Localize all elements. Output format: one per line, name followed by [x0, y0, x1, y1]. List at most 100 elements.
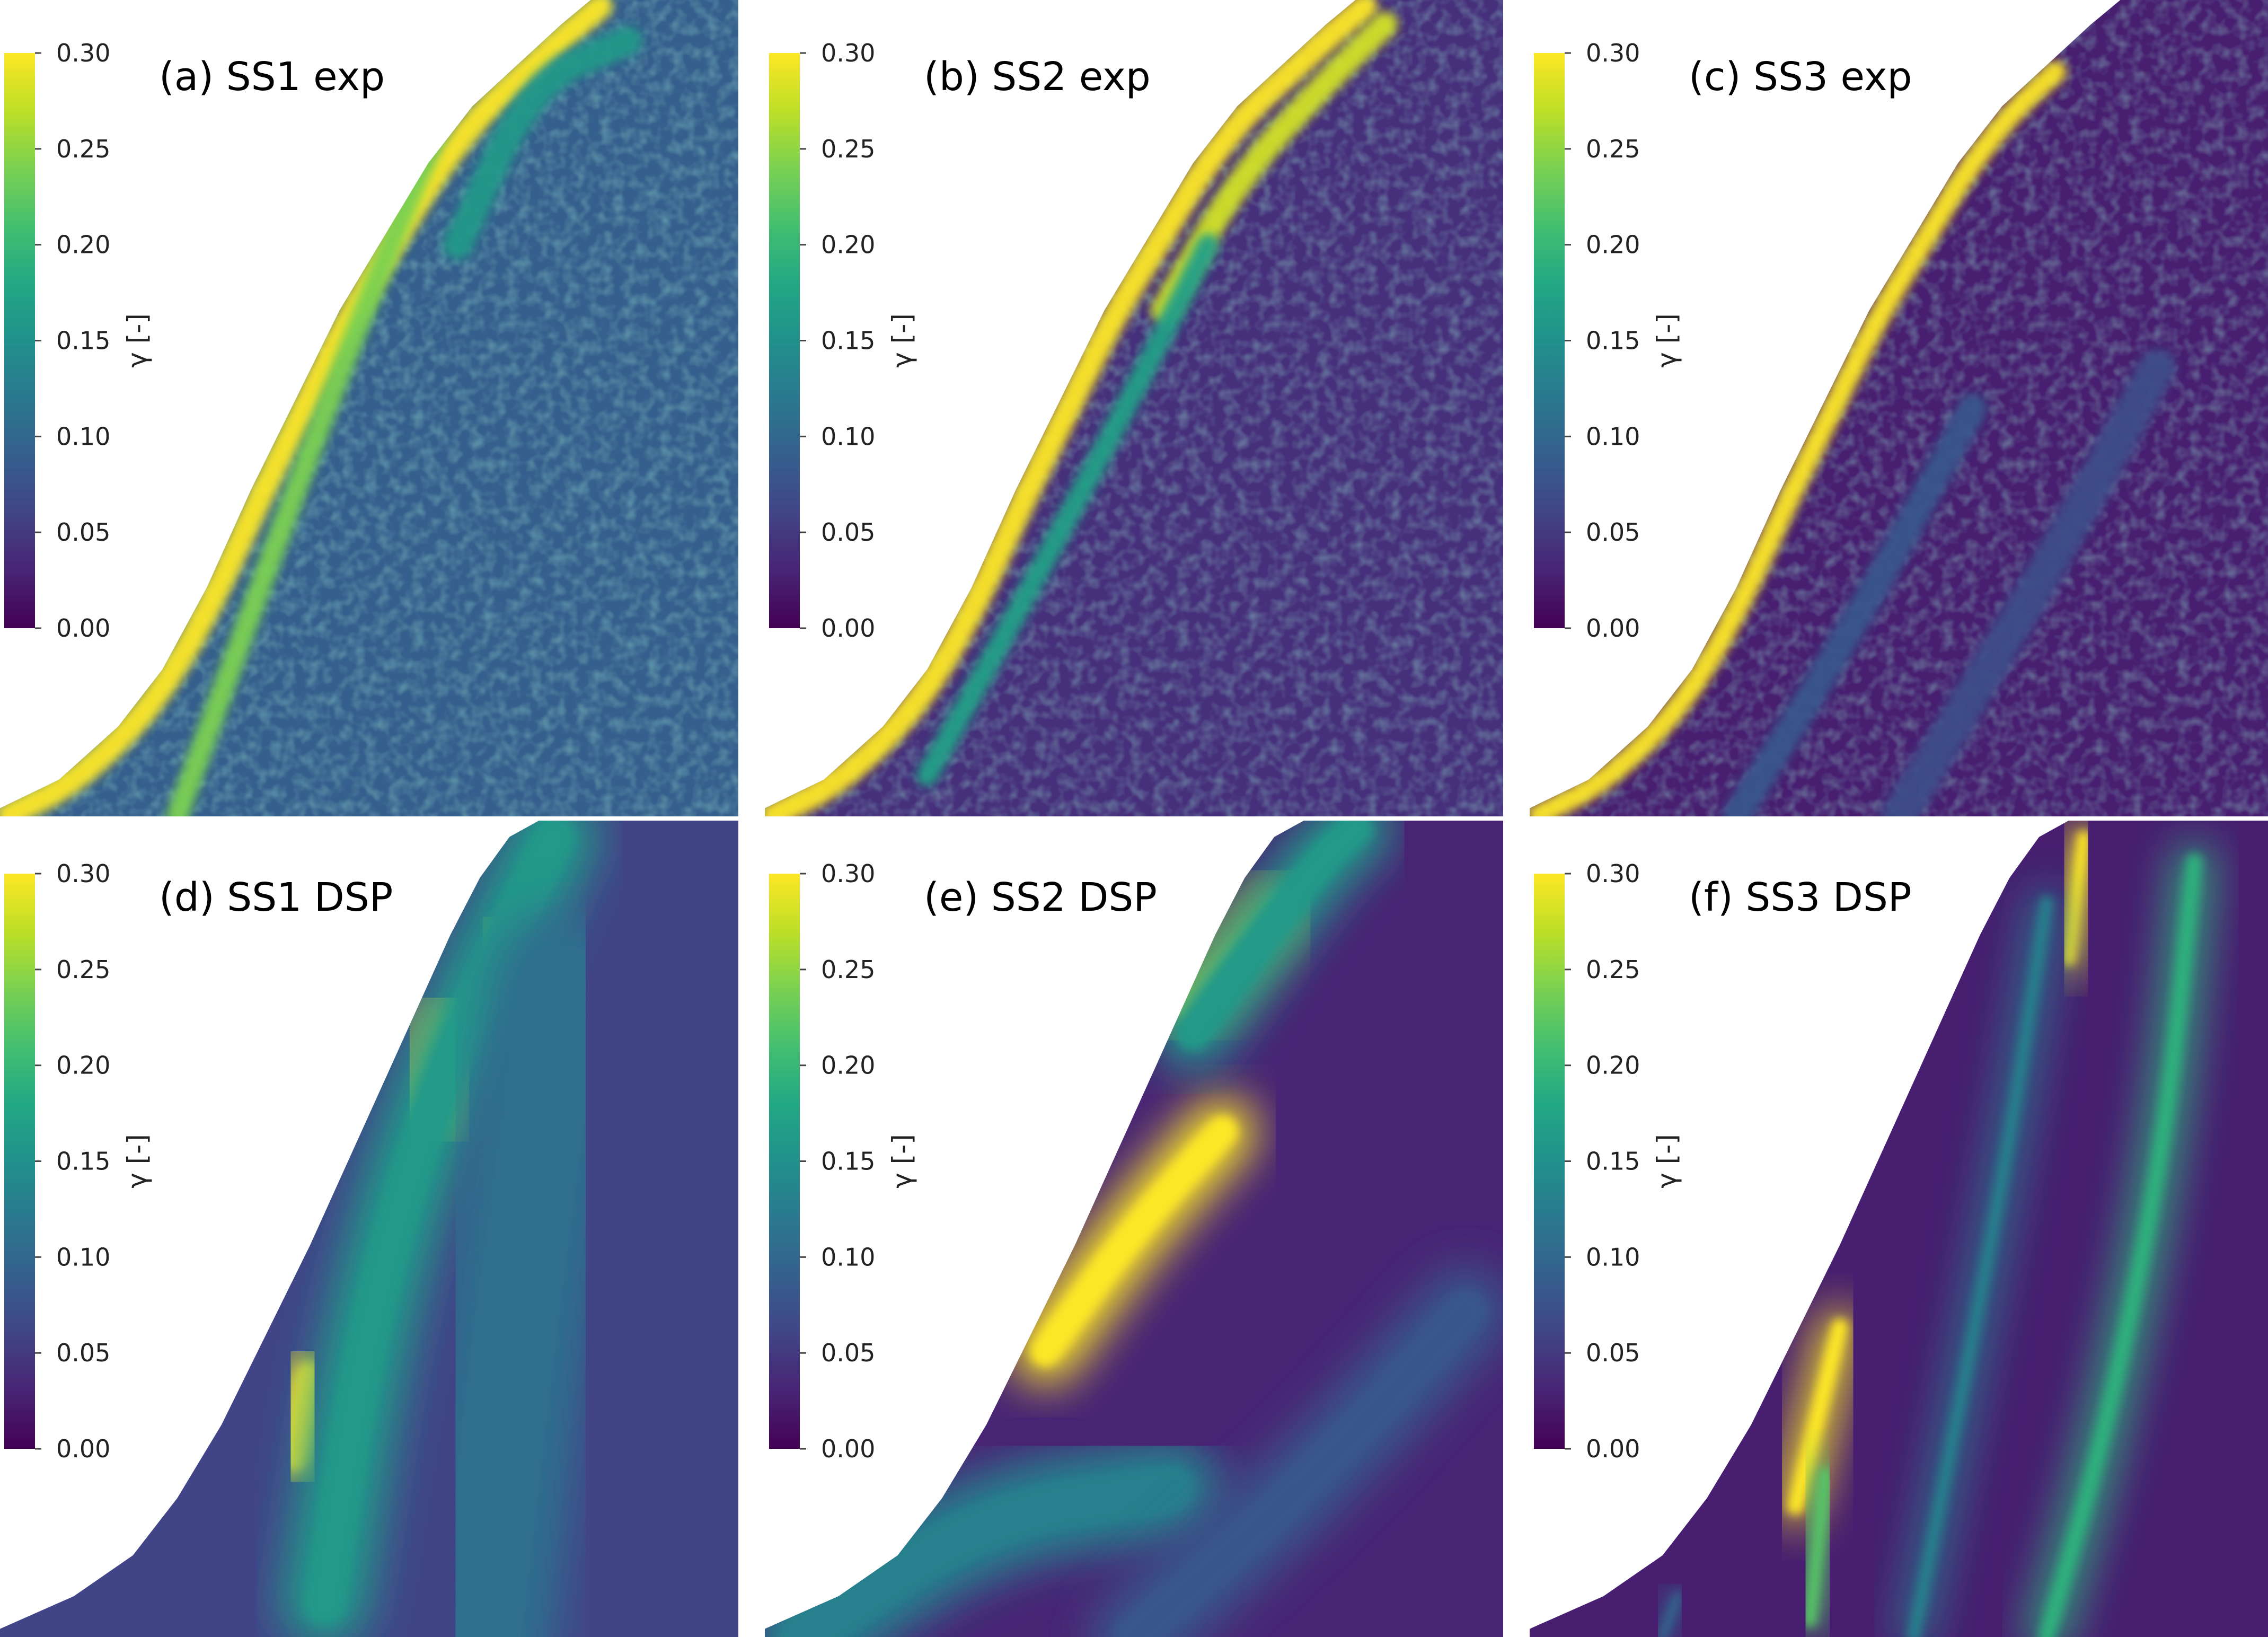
- colorbar-a: 0.30 0.25 0.20 0.15 0.10 0.05 0.00 γ [-]: [4, 39, 153, 643]
- colorbar-c: 0.30 0.25 0.20 0.15 0.10 0.05 0.00 γ [-]: [1534, 39, 1682, 643]
- panel-f: 0.30 0.25 0.20 0.15 0.10 0.05 0.00 γ [-] (f) SS3…: [1530, 821, 2268, 1637]
- colorbar-f: 0.30 0.25 0.20 0.15 0.10 0.05 0.00 γ [-]: [1534, 859, 1682, 1463]
- colorbar-tick-label: 0.05: [56, 518, 110, 547]
- shear-band-core: [2062, 830, 2090, 966]
- colorbar-tick-label: 0.15: [56, 327, 110, 355]
- colorbar-tick-label: 0.20: [821, 1051, 875, 1080]
- shear-band: [916, 234, 1219, 787]
- colorbar-bar: [769, 53, 800, 628]
- colorbar-title: γ [-]: [1652, 313, 1682, 368]
- shear-band: [0, 0, 613, 816]
- panel-b: 0.30 0.25 0.20 0.15 0.10 0.05 0.00 γ [-] (b) SS2…: [765, 0, 1503, 816]
- colorbar-tick-label: 0.15: [1586, 1147, 1640, 1176]
- colorbar-tick-label: 0.05: [1586, 1339, 1640, 1367]
- colorbar-tick-label: 0.30: [1586, 39, 1640, 67]
- colorbar-tick-label: 0.15: [821, 1147, 875, 1176]
- shear-band: [166, 71, 469, 816]
- shear-band-core: [1030, 1116, 1238, 1367]
- colorbar-tick-label: 0.00: [56, 1434, 110, 1463]
- shear-band-core: [1787, 1318, 1848, 1515]
- shear-band-core: [305, 821, 574, 1624]
- colorbar-tick-label: 0.25: [1586, 135, 1640, 163]
- colorbar-bar: [4, 874, 35, 1449]
- colorbar-tick-label: 0.25: [56, 135, 110, 163]
- colorbar-bar: [1534, 53, 1565, 628]
- colorbar-tick-label: 0.00: [1586, 1434, 1640, 1463]
- colorbar-d: 0.30 0.25 0.20 0.15 0.10 0.05 0.00 γ [-]: [4, 859, 153, 1463]
- shear-band: [1880, 349, 2176, 816]
- colorbar-tick-label: 0.20: [821, 231, 875, 259]
- field-speckle: [0, 0, 738, 816]
- shear-band-core: [2038, 853, 2203, 1637]
- colorbar-e: 0.30 0.25 0.20 0.15 0.10 0.05 0.00 γ [-]: [769, 859, 917, 1463]
- colorbar-title: γ [-]: [887, 1134, 917, 1189]
- heatmap-field-f: [1530, 821, 2268, 1637]
- panel-title-d: (d) SS1 DSP: [159, 875, 393, 920]
- colorbar-bar: [4, 53, 35, 628]
- colorbar-tick-label: 0.15: [821, 327, 875, 355]
- colorbar-title: γ [-]: [1652, 1134, 1682, 1189]
- colorbar-tick-label: 0.25: [821, 955, 875, 984]
- colorbar-bar: [769, 874, 800, 1449]
- heatmap-field-b: [765, 0, 1503, 816]
- colorbar-tick-label: 0.30: [56, 859, 110, 888]
- colorbar-title: γ [-]: [122, 1134, 153, 1189]
- panel-title-f: (f) SS3 DSP: [1689, 875, 1911, 920]
- colorbar-title: γ [-]: [122, 313, 153, 368]
- colorbar-tick-label: 0.30: [821, 859, 875, 888]
- shear-band-core: [446, 950, 595, 1637]
- field-speckle: [1530, 0, 2268, 816]
- colorbar-tick-label: 0.20: [56, 231, 110, 259]
- shear-band-core: [1907, 895, 2053, 1637]
- shear-band-core: [778, 1466, 1195, 1637]
- shear-band: [765, 0, 1378, 816]
- shear-band-core: [1657, 1591, 1682, 1637]
- colorbar-tick-label: 0.30: [56, 39, 110, 67]
- colorbar-tick-label: 0.05: [821, 1339, 875, 1367]
- heatmap-field-a: [0, 0, 738, 816]
- colorbar-tick-label: 0.00: [56, 614, 110, 643]
- colorbar-title: γ [-]: [887, 313, 917, 368]
- panel-title-e: (e) SS2 DSP: [924, 875, 1157, 920]
- panel-title-c: (c) SS3 exp: [1689, 54, 1912, 100]
- colorbar-tick-label: 0.15: [1586, 327, 1640, 355]
- shear-band: [1722, 393, 1988, 816]
- heatmap-field-d: [0, 821, 738, 1637]
- panel-a: 0.30 0.25 0.20 0.15 0.10 0.05 0.00 γ [-] (a) SS1…: [0, 0, 738, 816]
- colorbar-tick-label: 0.10: [821, 1243, 875, 1271]
- colorbar-tick-label: 0.10: [821, 422, 875, 451]
- colorbar-tick-label: 0.00: [821, 1434, 875, 1463]
- panel-c: 0.30 0.25 0.20 0.15 0.10 0.05 0.00 γ [-] (c) SS3…: [1530, 0, 2268, 816]
- colorbar-tick-label: 0.15: [56, 1147, 110, 1176]
- colorbar-tick-label: 0.10: [56, 422, 110, 451]
- panel-e: 0.30 0.25 0.20 0.15 0.10 0.05 0.00 γ [-] (e) SS2…: [765, 821, 1503, 1637]
- colorbar-tick-label: 0.05: [56, 1339, 110, 1367]
- shear-band-core: [1176, 821, 1372, 1050]
- panel-title-b: (b) SS2 exp: [924, 54, 1151, 100]
- shear-band: [1530, 60, 2067, 816]
- shear-band-core: [282, 1362, 324, 1471]
- panel-title-a: (a) SS1 exp: [159, 54, 385, 100]
- shear-band: [443, 26, 642, 260]
- colorbar-tick-label: 0.00: [821, 614, 875, 643]
- colorbar-tick-label: 0.20: [1586, 231, 1640, 259]
- colorbar-tick-label: 0.30: [1586, 859, 1640, 888]
- shear-band-core: [1114, 1290, 1486, 1637]
- colorbar-tick-label: 0.30: [821, 39, 875, 67]
- heatmap-field-c: [1530, 0, 2268, 816]
- colorbar-b: 0.30 0.25 0.20 0.15 0.10 0.05 0.00 γ [-]: [769, 39, 917, 643]
- colorbar-tick-label: 0.10: [56, 1243, 110, 1271]
- colorbar-tick-label: 0.20: [1586, 1051, 1640, 1080]
- colorbar-tick-label: 0.05: [821, 518, 875, 547]
- colorbar-tick-label: 0.25: [56, 955, 110, 984]
- colorbar-tick-label: 0.25: [1586, 955, 1640, 984]
- colorbar-tick-label: 0.20: [56, 1051, 110, 1080]
- colorbar-tick-label: 0.25: [821, 135, 875, 163]
- colorbar-tick-label: 0.05: [1586, 518, 1640, 547]
- colorbar-tick-label: 0.10: [1586, 1243, 1640, 1271]
- panel-d: 0.30 0.25 0.20 0.15 0.10 0.05 0.00 γ [-] (d) SS1…: [0, 821, 738, 1637]
- shear-band-core: [1803, 1467, 1832, 1627]
- colorbar-tick-label: 0.10: [1586, 422, 1640, 451]
